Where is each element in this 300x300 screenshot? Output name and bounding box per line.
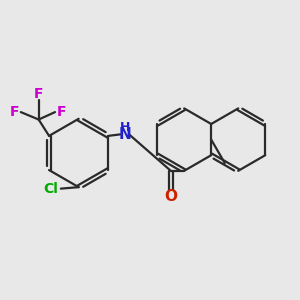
Text: N: N (118, 128, 131, 142)
Text: H: H (119, 122, 130, 134)
Text: O: O (164, 189, 177, 204)
Text: F: F (57, 105, 66, 119)
Text: Cl: Cl (44, 182, 59, 196)
Text: F: F (34, 87, 43, 101)
Text: F: F (10, 105, 19, 119)
